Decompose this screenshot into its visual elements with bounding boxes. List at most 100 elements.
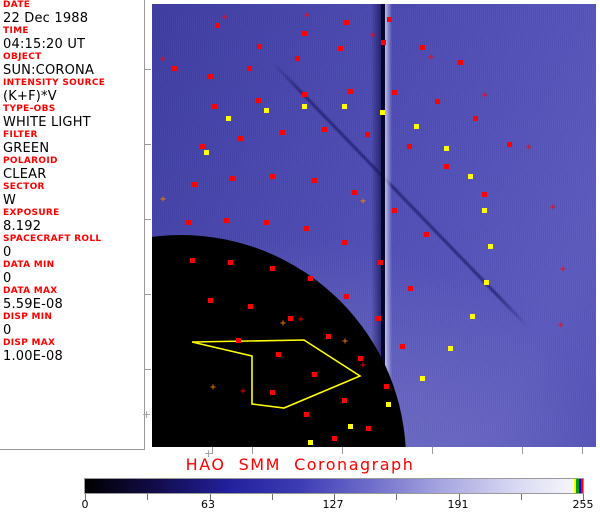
colorbar-label: 0 bbox=[81, 498, 89, 511]
marker-red-square bbox=[212, 104, 217, 109]
marker-red-square bbox=[257, 44, 262, 49]
marker-red-square bbox=[270, 174, 275, 179]
marker-red-square bbox=[342, 240, 347, 245]
marker-red-cross: + bbox=[160, 54, 167, 65]
marker-yellow-square bbox=[226, 116, 231, 121]
colorbar-end-mark bbox=[574, 479, 577, 493]
marker-red-cross: + bbox=[240, 386, 247, 397]
metadata-field: DATA MIN 0 bbox=[0, 260, 145, 286]
frame-tick-bottom bbox=[342, 447, 343, 454]
marker-red-square bbox=[288, 316, 293, 321]
marker-yellow-square bbox=[414, 124, 419, 129]
marker-red-cross: + bbox=[222, 12, 229, 23]
metadata-value: GREEN bbox=[3, 141, 50, 156]
colorbar-tick bbox=[147, 494, 149, 500]
metadata-field: EXPOSURE 8.192 bbox=[0, 208, 145, 234]
marker-orange-cross: + bbox=[342, 336, 349, 347]
metadata-label: TIME bbox=[3, 26, 29, 36]
colorbar-label: 255 bbox=[572, 498, 594, 511]
frame-cross-left: + bbox=[142, 408, 152, 421]
colorbar-end-marks bbox=[574, 479, 583, 493]
metadata-value: SUN:CORONA bbox=[3, 63, 95, 78]
marker-red-square bbox=[400, 344, 405, 349]
metadata-field: INTENSITY SOURCE (K+F)*V bbox=[0, 78, 145, 104]
sky-background: + + + + + + + + + + + + + + + + + + bbox=[152, 4, 596, 447]
marker-orange-cross: + bbox=[210, 382, 217, 393]
marker-red-square bbox=[304, 412, 309, 417]
metadata-value: (K+F)*V bbox=[3, 89, 57, 104]
marker-red-square bbox=[256, 98, 261, 103]
marker-red-square bbox=[224, 218, 229, 223]
marker-red-square bbox=[358, 356, 363, 361]
marker-red-square bbox=[215, 23, 220, 28]
marker-red-square bbox=[387, 17, 392, 22]
marker-yellow-square bbox=[302, 104, 307, 109]
marker-yellow-square bbox=[348, 424, 353, 429]
marker-red-square bbox=[348, 89, 353, 94]
marker-red-cross: + bbox=[360, 360, 367, 371]
frame-tick-left bbox=[144, 219, 151, 220]
colorbar-tick bbox=[458, 494, 460, 500]
marker-red-square bbox=[186, 220, 191, 225]
marker-yellow-square bbox=[386, 402, 391, 407]
colorbar-end-mark bbox=[578, 479, 581, 493]
marker-red-square bbox=[247, 66, 252, 71]
marker-red-square bbox=[312, 178, 317, 183]
metadata-field: DATE 22 Dec 1988 bbox=[0, 0, 145, 26]
marker-red-square bbox=[342, 398, 347, 403]
marker-red-square bbox=[381, 40, 386, 45]
marker-red-square bbox=[332, 436, 337, 441]
marker-red-square bbox=[378, 260, 383, 265]
marker-red-square bbox=[507, 142, 512, 147]
metadata-value: WHITE LIGHT bbox=[3, 115, 91, 130]
metadata-label: DISP MAX bbox=[3, 338, 56, 348]
metadata-field: POLAROID CLEAR bbox=[0, 156, 145, 182]
metadata-label: POLAROID bbox=[3, 156, 58, 166]
metadata-field: DISP MAX 1.00E-08 bbox=[0, 338, 145, 364]
occulter-arm-shadow bbox=[371, 4, 382, 447]
coronagraph-image[interactable]: + + + + + + + + + + + + + + + + + + bbox=[152, 4, 596, 447]
marker-yellow-square bbox=[470, 314, 475, 319]
marker-red-square bbox=[435, 99, 440, 104]
metadata-label: OBJECT bbox=[3, 52, 42, 62]
marker-yellow-square bbox=[342, 104, 347, 109]
marker-red-square bbox=[338, 46, 343, 51]
marker-red-square bbox=[392, 208, 397, 213]
metadata-field: DATA MAX 5.59E-08 bbox=[0, 286, 145, 312]
marker-red-square bbox=[208, 74, 213, 79]
marker-yellow-square bbox=[420, 376, 425, 381]
colorbar-label: 127 bbox=[322, 498, 344, 511]
marker-red-square bbox=[384, 384, 389, 389]
marker-red-square bbox=[236, 338, 241, 343]
marker-red-cross: + bbox=[428, 52, 435, 63]
marker-red-square bbox=[270, 390, 275, 395]
metadata-label: SECTOR bbox=[3, 182, 45, 192]
marker-orange-cross: + bbox=[160, 194, 167, 205]
marker-red-square bbox=[230, 176, 235, 181]
metadata-label: EXPOSURE bbox=[3, 208, 60, 218]
metadata-field: OBJECT SUN:CORONA bbox=[0, 52, 145, 78]
frame-tick-left bbox=[144, 369, 151, 370]
metadata-value: 0 bbox=[3, 245, 12, 260]
frame-tick-left bbox=[144, 69, 151, 70]
marker-red-cross: + bbox=[370, 30, 377, 41]
colorbar-label: 191 bbox=[447, 498, 469, 511]
metadata-value: 0 bbox=[3, 271, 12, 286]
marker-red-square bbox=[366, 426, 371, 431]
metadata-value: 5.59E-08 bbox=[3, 297, 63, 312]
marker-red-cross: + bbox=[482, 90, 489, 101]
metadata-value: W bbox=[3, 193, 17, 208]
metadata-field: DISP MIN 0 bbox=[0, 312, 145, 338]
marker-red-square bbox=[420, 45, 425, 50]
marker-red-square bbox=[302, 31, 307, 36]
metadata-label: DATE bbox=[3, 0, 31, 10]
marker-red-square bbox=[208, 298, 213, 303]
colorbar-tick bbox=[334, 494, 335, 500]
colorbar-end-mark bbox=[580, 479, 583, 493]
marker-red-square bbox=[482, 192, 487, 197]
marker-red-square bbox=[444, 164, 449, 169]
marker-red-cross: + bbox=[304, 10, 311, 21]
marker-orange-cross: + bbox=[280, 318, 287, 329]
marker-yellow-square bbox=[308, 440, 313, 445]
metadata-field: SECTOR W bbox=[0, 182, 145, 208]
